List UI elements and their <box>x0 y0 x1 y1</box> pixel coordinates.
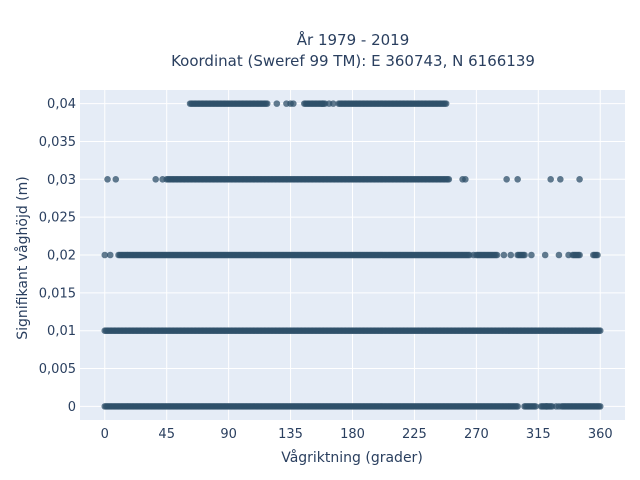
data-point <box>555 251 563 259</box>
y-tick-label: 0,035 <box>39 135 76 150</box>
data-point <box>576 176 583 183</box>
x-axis-title: Vågriktning (grader) <box>281 449 423 466</box>
data-point <box>514 176 521 183</box>
y-tick-label: 0,02 <box>47 249 76 264</box>
y-tick-label: 0,005 <box>39 362 76 377</box>
data-point <box>547 176 554 183</box>
data-point <box>594 251 601 259</box>
x-tick-label: 135 <box>278 427 303 442</box>
data-point <box>273 100 281 107</box>
y-tick-label: 0,03 <box>47 173 76 188</box>
data-point <box>159 176 166 183</box>
y-tick-labels: 0 0,005 0,01 0,015 0,02 0,025 0,03 0,035 0,04 <box>39 97 76 415</box>
y-tick-label: 0,025 <box>39 211 76 226</box>
data-point <box>514 403 521 410</box>
data-point <box>290 100 297 107</box>
chart-title-line-1: År 1979 - 2019 <box>297 30 410 49</box>
x-tick-label: 315 <box>526 427 551 442</box>
data-point <box>500 251 508 259</box>
y-tick-label: 0 <box>68 400 76 415</box>
data-point <box>503 176 510 183</box>
data-point <box>555 403 563 410</box>
y-tick-label: 0,04 <box>47 97 76 112</box>
y-tick-label: 0,015 <box>39 286 76 301</box>
data-point <box>152 176 159 183</box>
data-point <box>263 100 271 107</box>
data-point <box>576 251 583 259</box>
data-point <box>112 176 120 183</box>
data-point <box>104 176 111 183</box>
data-point <box>318 100 326 107</box>
x-tick-label: 225 <box>402 427 427 442</box>
data-point <box>541 251 549 259</box>
y-tick-label: 0,01 <box>47 324 76 339</box>
data-point <box>462 176 469 183</box>
x-tick-label: 45 <box>158 427 175 442</box>
data-point <box>537 403 545 410</box>
data-point <box>557 176 564 183</box>
data-point <box>596 327 604 334</box>
data-point <box>532 403 539 410</box>
data-point <box>445 176 453 183</box>
x-tick-label: 360 <box>588 427 613 442</box>
data-point <box>596 403 604 410</box>
data-point <box>329 100 337 107</box>
data-point <box>543 403 550 410</box>
data-point <box>528 251 535 259</box>
x-tick-label: 270 <box>464 427 489 442</box>
x-tick-label: 180 <box>340 427 365 442</box>
data-point <box>521 251 528 259</box>
x-tick-labels: 0 45 90 135 180 225 270 315 360 <box>101 427 613 442</box>
data-point <box>493 251 501 259</box>
data-points <box>101 100 604 410</box>
data-point <box>442 100 450 107</box>
data-point <box>470 251 477 259</box>
x-tick-label: 90 <box>220 427 237 442</box>
x-tick-label: 0 <box>101 427 109 442</box>
data-point <box>101 251 109 259</box>
chart-title-line-2: Koordinat (Sweref 99 TM): E 360743, N 61… <box>171 52 535 70</box>
data-point <box>106 251 114 259</box>
y-axis-title: Signifikant våghöjd (m) <box>14 176 31 339</box>
data-point <box>565 251 572 259</box>
data-point <box>507 251 515 259</box>
